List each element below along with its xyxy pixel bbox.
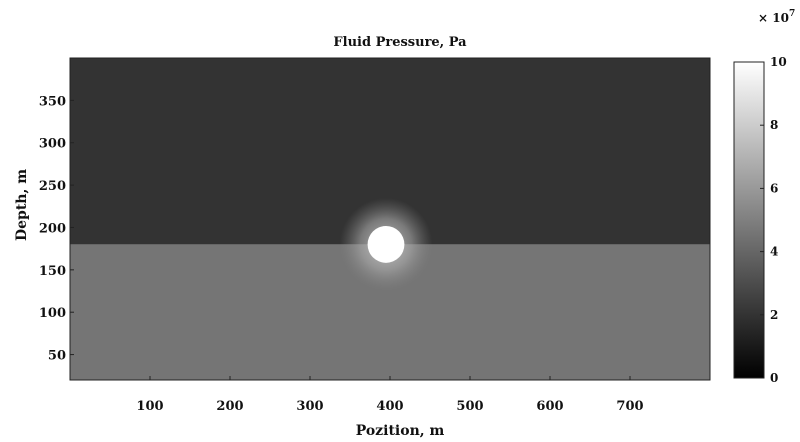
colorbar-tick-label: 6 [770, 181, 778, 195]
y-tick-label: 100 [39, 306, 66, 321]
high-pressure-bubble [367, 226, 405, 263]
x-tick-label: 600 [536, 399, 563, 414]
x-tick-label: 500 [456, 399, 483, 414]
colorbar-ticks: 0 2 4 6 8 10 [760, 55, 787, 385]
y-tick-label: 150 [39, 264, 66, 279]
colorbar-tick-label: 4 [770, 245, 778, 259]
colorbar-tick-label: 8 [770, 118, 778, 132]
colorbar-multiplier-base: × 10 [758, 11, 789, 25]
y-tick-label: 250 [39, 179, 66, 194]
x-tick-label: 300 [296, 399, 323, 414]
colorbar-multiplier-exponent: 7 [789, 9, 795, 19]
plot-area [70, 58, 710, 380]
colorbar-tick-label: 0 [770, 371, 778, 385]
colorbar-multiplier: × 107 [758, 9, 795, 25]
y-axis-ticks: 50 100 150 200 250 300 350 [39, 94, 74, 364]
chart-title: Fluid Pressure, Pa [333, 35, 467, 50]
y-tick-label: 50 [48, 349, 66, 364]
colorbar-tick-label: 10 [770, 55, 787, 69]
y-tick-label: 350 [39, 94, 66, 109]
x-tick-label: 700 [616, 399, 643, 414]
x-axis-ticks: 100 200 300 400 500 600 700 [136, 376, 644, 414]
y-tick-label: 300 [39, 137, 66, 152]
y-tick-label: 200 [39, 221, 66, 236]
x-tick-label: 200 [216, 399, 243, 414]
colorbar [733, 61, 765, 379]
x-tick-label: 400 [376, 399, 403, 414]
x-tick-label: 100 [136, 399, 163, 414]
colorbar-tick-label: 2 [770, 308, 778, 322]
x-axis-label: Pozition, m [356, 423, 445, 439]
y-axis-label: Depth, m [14, 169, 30, 241]
